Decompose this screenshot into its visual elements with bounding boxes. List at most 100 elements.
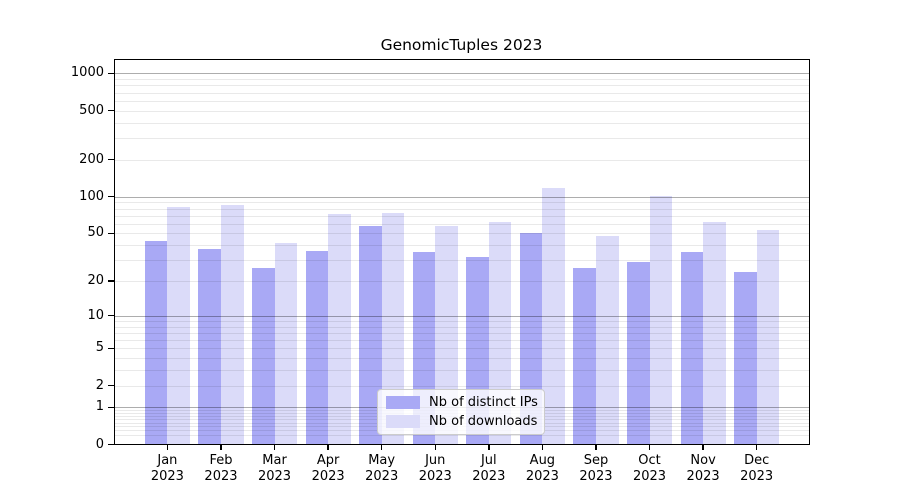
major-gridline (113, 73, 810, 75)
minor-gridline (113, 320, 810, 322)
x-tick-label: Apr 2023 (311, 452, 345, 484)
minor-gridline (113, 385, 810, 387)
y-tick-label: 1000 (70, 65, 104, 81)
minor-gridline (113, 85, 810, 87)
x-tick-label: Jan 2023 (150, 452, 184, 484)
minor-gridline (113, 159, 810, 161)
bar-distinct-ips-apr (305, 250, 329, 445)
y-axis-tick (107, 280, 114, 282)
x-axis-tick (273, 444, 276, 450)
x-tick-label: Jun 2023 (418, 452, 452, 484)
major-gridline (113, 196, 810, 198)
y-axis-tick (107, 384, 114, 387)
x-axis-tick (166, 444, 169, 450)
y-axis-tick (107, 72, 114, 75)
bar-downloads-feb (220, 205, 244, 445)
legend-item-distinct-ips: Nb of distinct IPs (386, 395, 538, 410)
x-tick-label: Oct 2023 (632, 452, 667, 484)
bar-distinct-ips-oct (626, 261, 650, 445)
minor-gridline (113, 348, 810, 350)
chart-title: GenomicTuples 2023 (380, 36, 543, 54)
minor-gridline (113, 358, 810, 360)
minor-gridline (113, 233, 810, 235)
x-tick-label: Sep 2023 (579, 452, 613, 484)
minor-gridline (113, 434, 810, 436)
major-gridline (113, 315, 810, 317)
bar-downloads-mar (274, 242, 298, 445)
x-axis-tick (434, 444, 436, 450)
y-tick-label: 20 (87, 273, 104, 288)
minor-gridline (113, 110, 810, 112)
y-axis-tick (107, 232, 114, 235)
x-tick-label: Dec 2023 (740, 452, 774, 484)
bar-distinct-ips-feb (198, 249, 221, 445)
bar-downloads-dec (756, 230, 780, 445)
minor-gridline (113, 79, 810, 81)
y-tick-label: 500 (79, 102, 104, 118)
x-tick-label: Nov 2023 (686, 452, 720, 484)
x-axis-tick (541, 444, 544, 450)
y-axis-tick (107, 195, 114, 198)
x-axis-tick (755, 444, 758, 450)
bar-distinct-ips-sep (573, 267, 596, 445)
x-axis-tick (488, 444, 490, 450)
bar-distinct-ips-may (359, 226, 382, 445)
y-tick-label: 1 (95, 399, 104, 415)
bar-distinct-ips-mar (251, 267, 275, 445)
bar-downloads-sep (595, 235, 619, 445)
x-axis-tick (648, 444, 651, 450)
minor-gridline (113, 100, 810, 102)
minor-gridline (113, 208, 810, 210)
legend-swatch-downloads (386, 415, 420, 428)
x-tick-label: May 2023 (365, 452, 399, 484)
minor-gridline (113, 260, 810, 262)
y-tick-label: 2 (95, 377, 104, 393)
x-axis-tick (380, 444, 383, 450)
minor-gridline (113, 340, 810, 341)
x-axis-tick (327, 444, 329, 450)
minor-gridline (113, 122, 810, 124)
y-tick-label: 0 (95, 436, 104, 452)
bar-distinct-ips-dec (734, 271, 757, 445)
legend: Nb of distinct IPs Nb of downloads (377, 389, 545, 435)
y-axis-tick (107, 406, 114, 408)
minor-gridline (113, 138, 810, 140)
bar-downloads-apr (328, 214, 351, 445)
bar-downloads-nov (703, 222, 726, 445)
y-axis-tick (107, 347, 114, 349)
minor-gridline (113, 245, 810, 247)
bar-downloads-jul (488, 222, 512, 445)
y-axis-tick (107, 109, 114, 112)
legend-label-downloads: Nb of downloads (429, 414, 538, 429)
bar-downloads-may (381, 213, 405, 445)
x-axis-tick (220, 444, 222, 450)
x-axis-tick (595, 444, 597, 450)
bar-downloads-jan (167, 207, 190, 445)
y-tick-label: 50 (87, 225, 104, 241)
bar-distinct-ips-jan (144, 241, 168, 445)
legend-item-downloads: Nb of downloads (386, 414, 538, 429)
y-axis-tick (107, 315, 114, 317)
minor-gridline (113, 370, 810, 372)
minor-gridline (113, 223, 810, 225)
minor-gridline (113, 92, 810, 94)
x-tick-label: Aug 2023 (525, 452, 559, 484)
y-axis-tick (107, 159, 114, 161)
bar-downloads-oct (649, 195, 673, 445)
x-tick-label: Mar 2023 (257, 452, 292, 484)
x-tick-label: Feb 2023 (204, 452, 238, 484)
y-axis-tick (107, 443, 114, 446)
bar-distinct-ips-nov (680, 252, 704, 445)
y-tick-label: 5 (95, 340, 104, 356)
x-axis-tick (702, 444, 704, 450)
y-tick-label: 100 (79, 188, 104, 204)
legend-label-distinct-ips: Nb of distinct IPs (429, 395, 538, 410)
y-tick-label: 200 (79, 151, 104, 167)
x-tick-label: Jul 2023 (472, 452, 506, 484)
minor-gridline (113, 202, 810, 204)
minor-gridline (113, 332, 810, 334)
minor-gridline (113, 326, 810, 328)
minor-gridline (113, 281, 810, 282)
bar-downloads-aug (542, 188, 565, 445)
